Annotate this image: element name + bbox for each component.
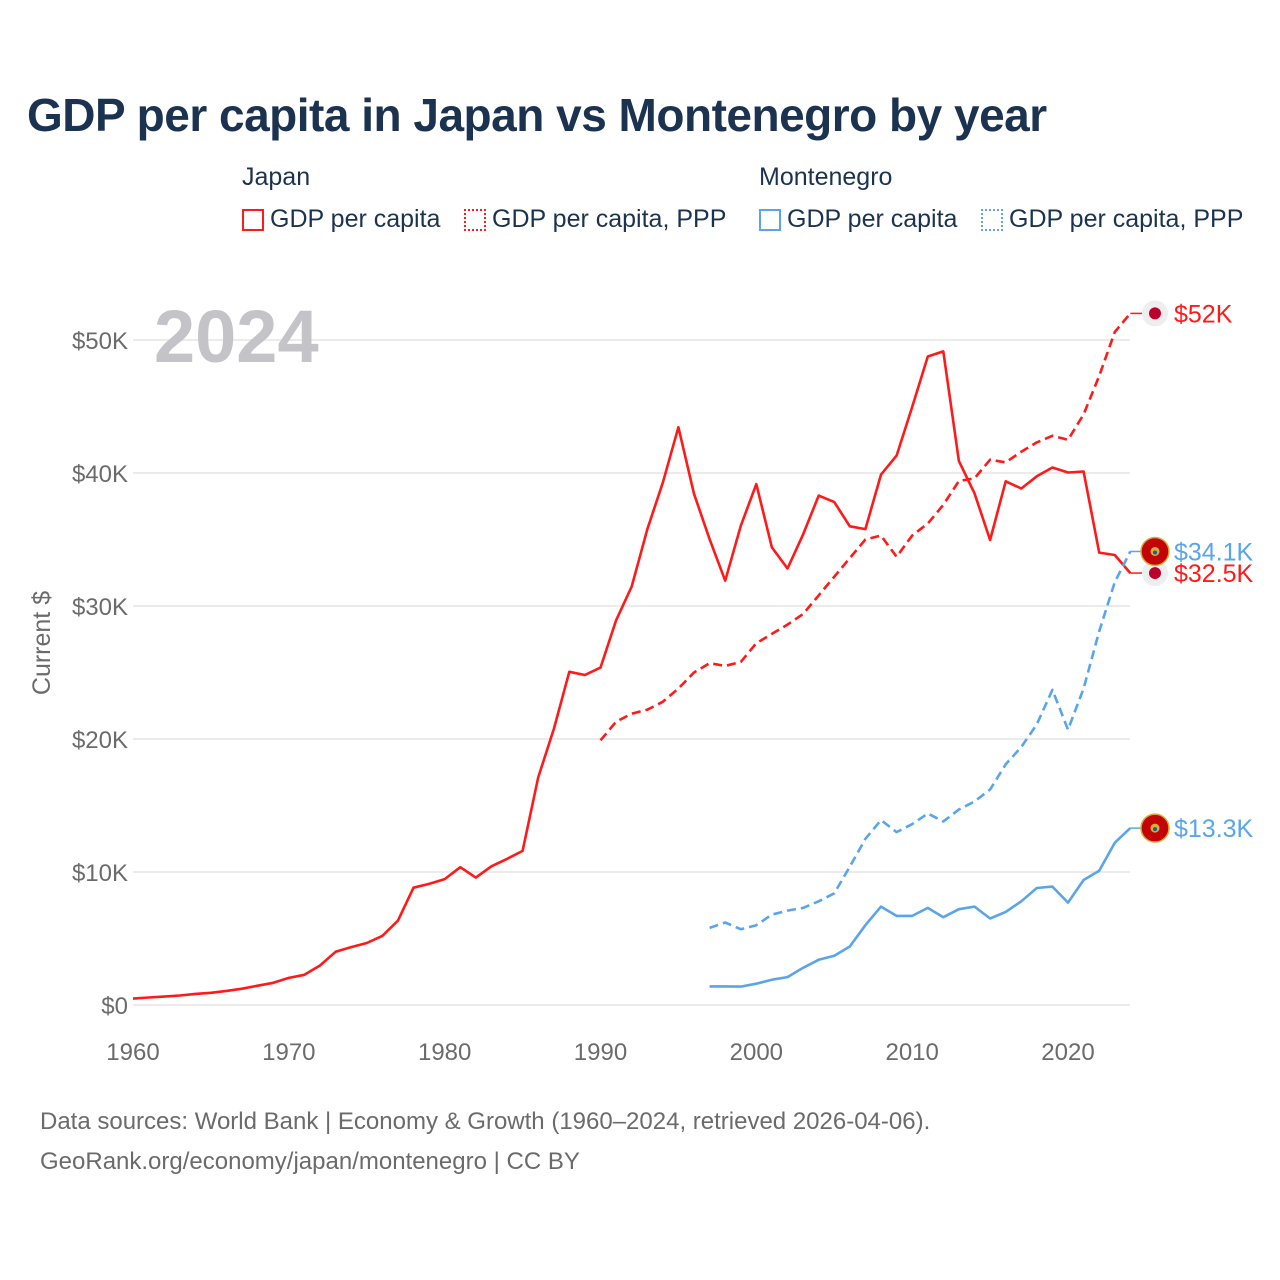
legend-label: GDP per capita, PPP [492,205,727,233]
legend-japan-gdp[interactable]: GDP per capita [242,205,440,234]
chart-title: GDP per capita in Japan vs Montenegro by… [27,89,1047,141]
legend-montenegro-ppp[interactable]: GDP per capita, PPP [981,205,1243,234]
y-tick-label: $30K [72,594,128,621]
series-line-3 [709,550,1132,931]
legend-japan-ppp[interactable]: GDP per capita, PPP [464,205,726,234]
x-tick-label: 2010 [885,1039,938,1066]
end-value-label: $32.5K [1174,560,1254,588]
montenegro-flag-icon [1140,813,1170,843]
end-value-label: $13.3K [1174,815,1254,843]
x-tick-label: 1970 [262,1039,315,1066]
legend-solid-swatch-icon [242,208,264,231]
x-tick-label: 2000 [730,1039,783,1066]
footer-attribution: GeoRank.org/economy/japan/montenegro | C… [40,1148,580,1175]
series-line-0 [132,350,1132,1000]
japan-flag-icon [1142,560,1168,587]
legend-montenegro-gdp[interactable]: GDP per capita [759,205,957,234]
y-tick-label: $50K [72,328,128,355]
montenegro-flag-icon [1140,536,1170,567]
legend-solid-swatch-icon [759,208,781,231]
legend-label: GDP per capita, PPP [1009,205,1244,233]
x-tick-label: 1990 [574,1039,627,1066]
y-tick-label: $10K [72,860,128,887]
x-tick-label: 1980 [418,1039,471,1066]
legend-group-montenegro: Montenegro [759,163,893,191]
y-tick-label: $0 [101,993,128,1020]
end-value-label: $52K [1174,300,1233,328]
legend-label: GDP per capita [270,205,441,233]
legend-label: GDP per capita [787,205,958,233]
japan-flag-icon [1142,300,1168,327]
y-tick-label: $20K [72,727,128,754]
end-value-label: $34.1K [1174,538,1254,566]
y-axis-label: Current $ [28,591,56,695]
x-tick-label: 2020 [1041,1039,1094,1066]
legend-dotted-swatch-icon [464,208,486,231]
x-tick-label: 1960 [106,1039,159,1066]
legend-dotted-swatch-icon [981,208,1003,231]
y-tick-label: $40K [72,461,128,488]
footer-sources: Data sources: World Bank | Economy & Gro… [40,1108,931,1135]
series-line-1 [599,312,1132,742]
series-line-2 [709,827,1132,988]
legend-group-japan: Japan [242,163,311,191]
year-watermark: 2024 [154,295,319,378]
